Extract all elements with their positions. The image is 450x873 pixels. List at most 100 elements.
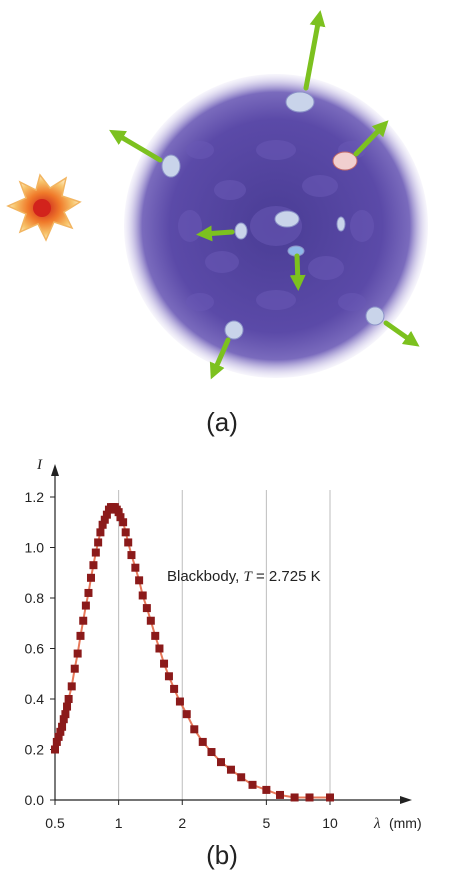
galaxy-icon (224, 320, 244, 340)
data-point (146, 616, 155, 625)
data-point (58, 722, 67, 731)
panel-a-label: (a) (206, 407, 238, 437)
y-tick-label: 0.2 (25, 742, 45, 758)
galaxy-icons (161, 91, 385, 340)
arrow-icon (353, 120, 389, 157)
x-tick-label: 10 (322, 815, 338, 831)
data-point (119, 518, 128, 527)
x-ticks: 0.5 1 2 5 10 (45, 800, 338, 831)
data-point (198, 737, 207, 746)
y-axis-symbol: I (36, 457, 43, 473)
data-point (237, 773, 246, 782)
data-point (91, 548, 100, 557)
galaxy-icon (274, 210, 300, 228)
data-point (73, 649, 82, 658)
y-tick-label: 0.4 (25, 691, 45, 707)
x-tick-label: 1 (115, 815, 123, 831)
galaxy-icon (336, 216, 346, 232)
data-point (100, 515, 109, 524)
data-point (102, 510, 111, 519)
data-point (262, 785, 271, 794)
y-tick-label: 1.2 (25, 489, 45, 505)
data-point (70, 664, 79, 673)
data-point (121, 528, 130, 537)
data-point (76, 631, 85, 640)
data-point (305, 793, 314, 802)
data-point (170, 684, 179, 693)
x-axis-label: λ (mm) (373, 815, 422, 832)
panel-a-illustration (6, 10, 428, 380)
data-point (61, 710, 70, 719)
data-point (124, 538, 133, 547)
data-point (94, 538, 103, 547)
data-point (54, 732, 63, 741)
data-point (67, 682, 76, 691)
data-point (216, 758, 225, 767)
data-point (56, 727, 65, 736)
gridlines (118, 490, 331, 800)
data-point (52, 737, 61, 746)
x-tick-label: 2 (178, 815, 186, 831)
annotation-prefix: Blackbody, (167, 568, 243, 585)
arrow-icon (209, 337, 231, 380)
data-point (59, 715, 68, 724)
data-point (127, 551, 136, 560)
galaxy-icon (332, 151, 358, 171)
data-point (98, 520, 107, 529)
arrow-icon (303, 10, 326, 91)
data-point (138, 591, 147, 600)
galaxy-icon (234, 222, 248, 240)
data-point (275, 790, 284, 799)
y-axis-arrow-icon (51, 464, 59, 476)
data-point (96, 528, 105, 537)
data-point (64, 695, 73, 703)
data-point (79, 616, 88, 625)
chart-b: 0.00.20.40.60.81.01.2 0.5 1 2 5 10 I λ (mm) … (25, 457, 422, 832)
data-point (164, 672, 173, 681)
data-point (131, 563, 140, 572)
x-tick-label: 5 (262, 815, 270, 831)
data-point (155, 644, 164, 653)
data-point (63, 702, 72, 711)
data-point (151, 631, 160, 640)
data-point (290, 793, 299, 802)
panel-b-label: (b) (206, 840, 238, 870)
x-axis-unit: (mm) (389, 815, 422, 831)
data-point (81, 601, 90, 610)
data-point (89, 561, 98, 570)
galaxy-icon (365, 306, 385, 326)
data-point (226, 765, 235, 774)
galaxy-icon (161, 154, 181, 178)
y-ticks: 0.0 0.2 0.4 0.6 0.8 1.0 1.2 (25, 489, 55, 808)
data-point (84, 588, 93, 597)
data-point (86, 573, 95, 582)
y-tick-label: 0.0 (25, 792, 45, 808)
arrow-icon (109, 129, 163, 163)
galaxy-icon (285, 91, 315, 113)
explosion-core (33, 199, 51, 217)
y-tick-label: 0.8 (25, 590, 45, 606)
curve-annotation: Blackbody, T = 2.725 K (167, 568, 321, 585)
data-point (114, 508, 123, 517)
x-tick-label: 0.5 (45, 815, 65, 831)
data-points (51, 503, 334, 802)
data-point (160, 659, 169, 668)
data-point (142, 604, 151, 613)
data-point (51, 745, 59, 754)
data-point (326, 793, 334, 802)
data-point (248, 780, 257, 789)
arrow-icon (289, 253, 306, 291)
arrow-icon (383, 320, 420, 347)
y-tick-label: 0.6 (25, 641, 45, 657)
data-point (135, 576, 144, 585)
arrow-icon (196, 225, 235, 242)
data-point (207, 748, 216, 757)
data-point (116, 513, 125, 522)
data-point (190, 725, 199, 734)
y-tick-label: 1.0 (25, 540, 45, 556)
x-axis-symbol: λ (373, 816, 381, 832)
annotation-variable: T (243, 569, 253, 585)
data-point (175, 697, 184, 706)
annotation-suffix: = 2.725 K (256, 568, 321, 585)
